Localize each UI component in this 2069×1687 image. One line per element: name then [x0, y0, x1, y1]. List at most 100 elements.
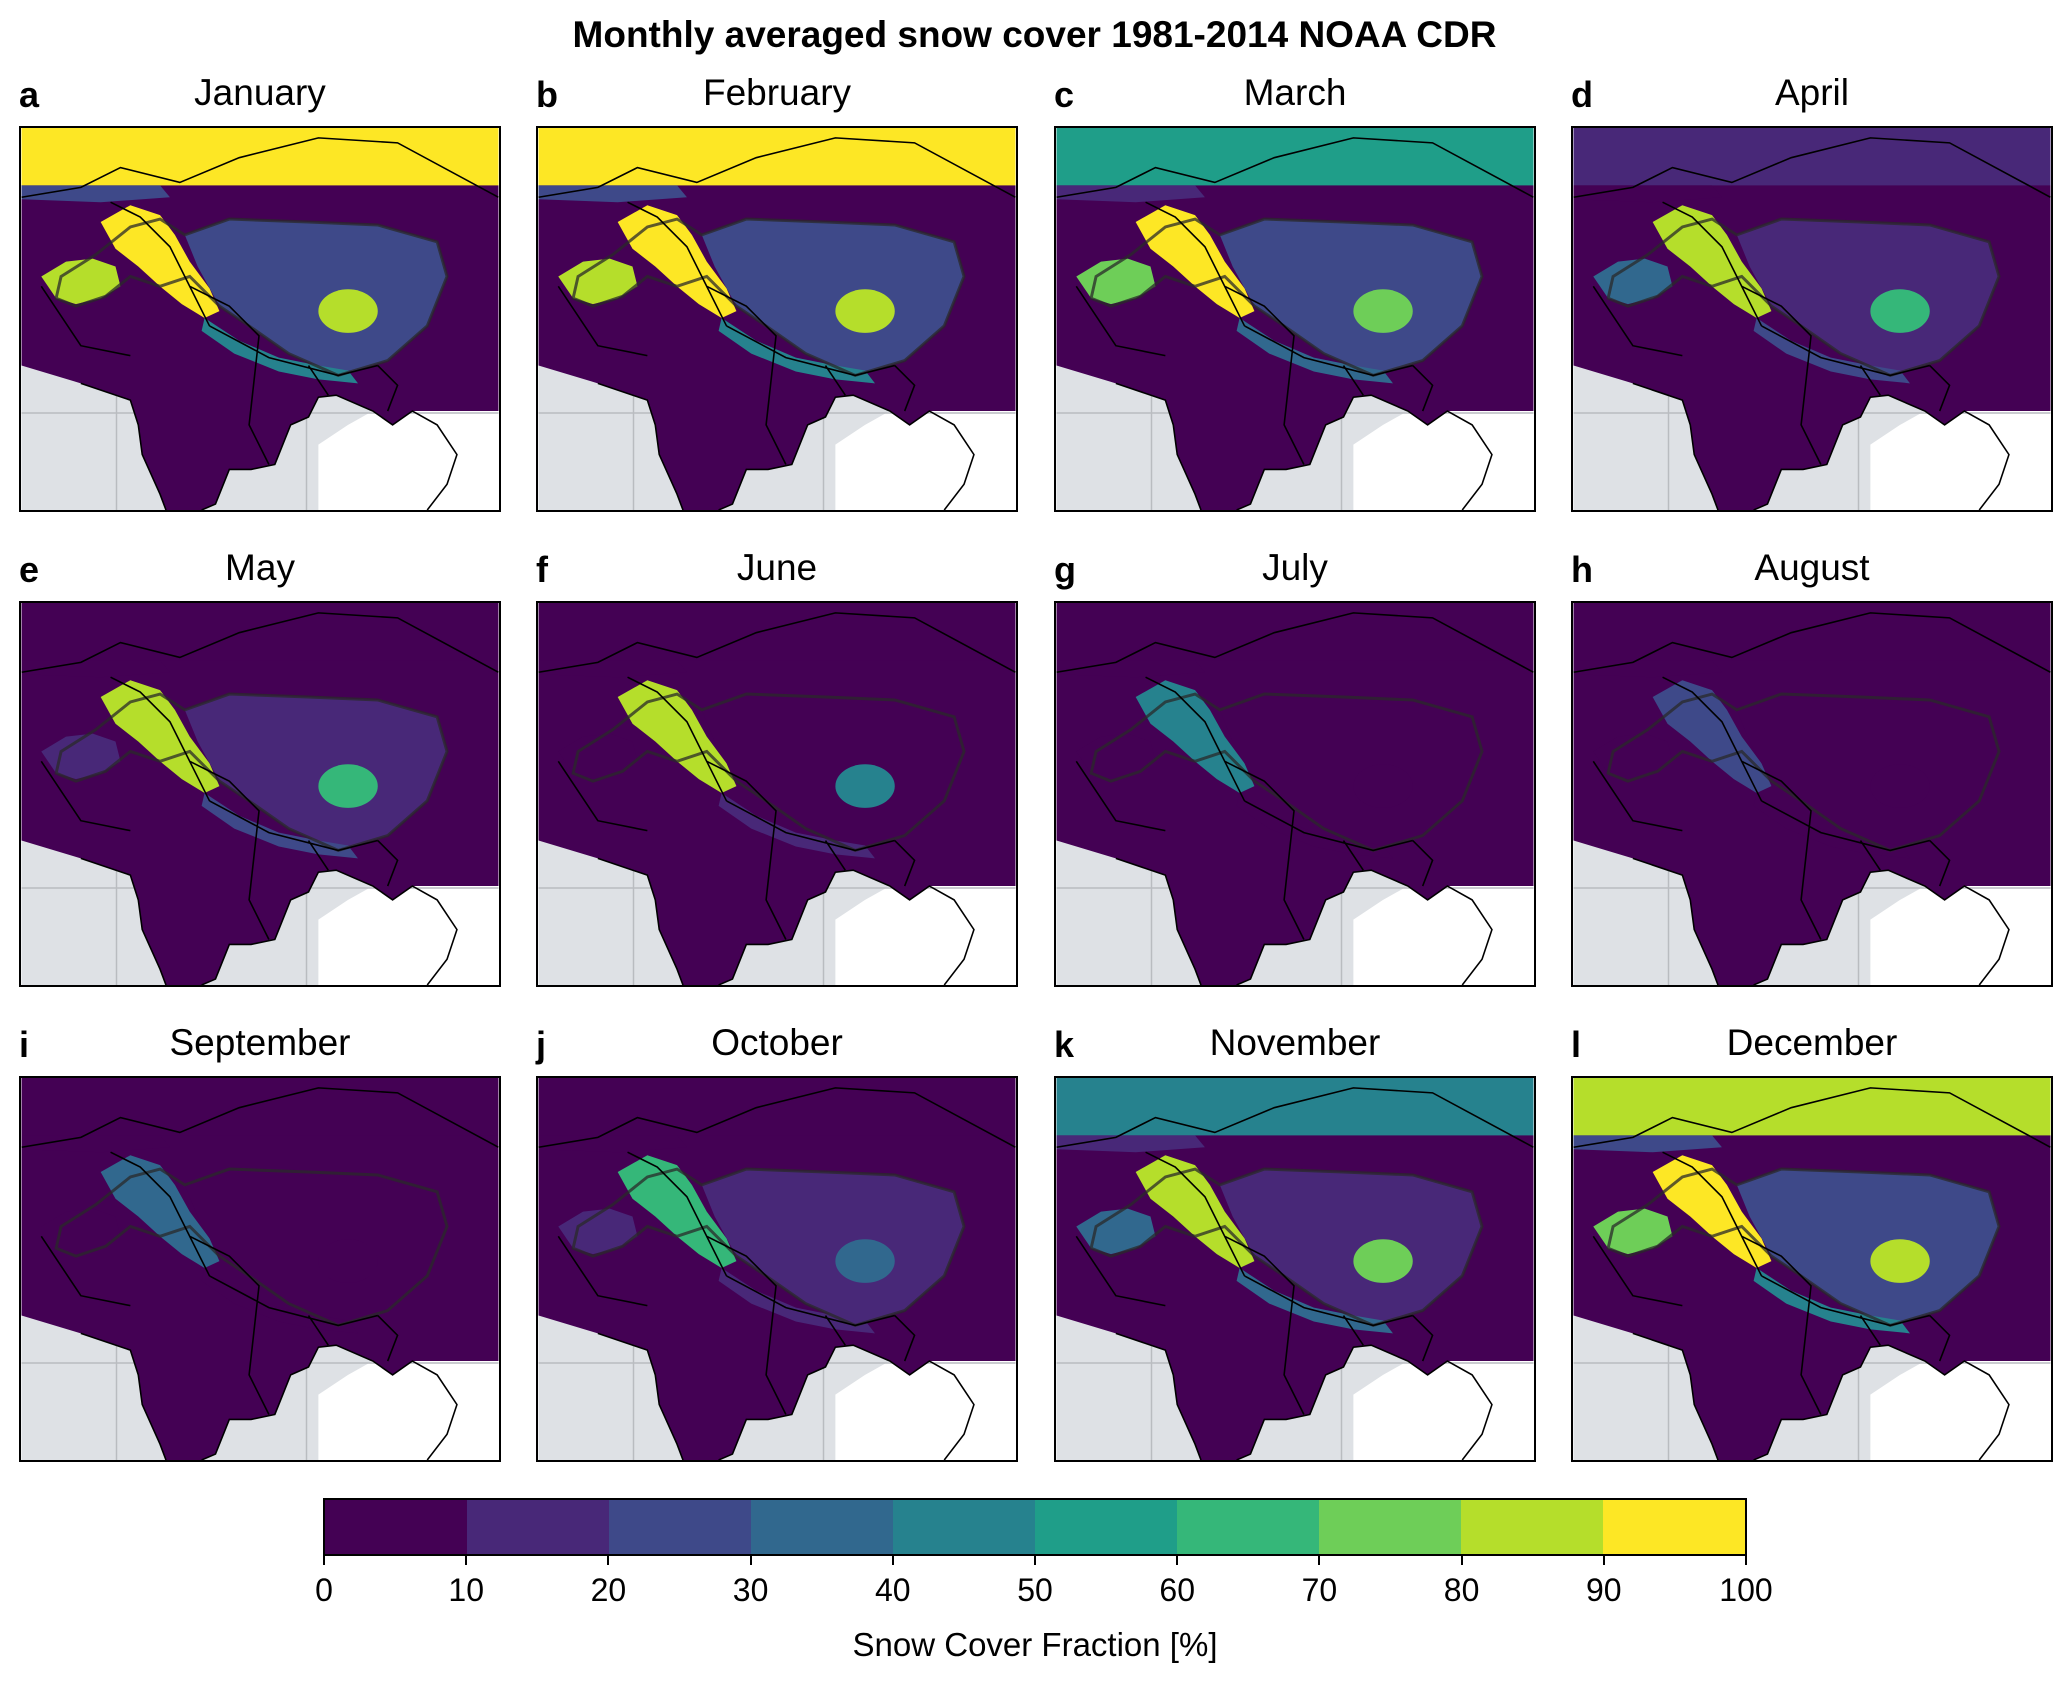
panel-letter: d: [1571, 74, 1593, 115]
region-north-band: [538, 603, 1016, 661]
panel-title: July: [1262, 547, 1328, 588]
map-panel-january: a January: [19, 72, 501, 512]
region-hindu-kush: [1593, 733, 1673, 780]
region-north-band: [21, 1078, 499, 1136]
region-hindu-kush: [1076, 258, 1156, 305]
panel-title: January: [194, 72, 326, 113]
country-borders: [538, 1087, 1016, 1415]
map-panel-february: b February: [536, 72, 1018, 512]
region-karakoram-himalaya-west: [617, 205, 737, 319]
region-north-band: [21, 128, 499, 186]
region-tibetan-plateau: [184, 1169, 448, 1326]
map-panel-march: c March: [1054, 72, 1536, 512]
region-hindu-kush: [1076, 733, 1156, 780]
snow-cover-map: [536, 126, 1018, 512]
snow-cover-map: [19, 601, 501, 987]
region-northwest-lowland: [1056, 660, 1205, 678]
region-hindu-kush: [41, 258, 121, 305]
coastline: [597, 1332, 975, 1460]
snow-cover-map: [1571, 1076, 2053, 1462]
colorbar-tick-label: 0: [315, 1572, 333, 1608]
colorbar-segment: [1603, 1500, 1745, 1554]
panel-title: August: [1754, 547, 1870, 588]
map-panel-may: e May: [19, 547, 501, 987]
region-northwest-lowland: [1573, 185, 1722, 203]
colorbar-tick-label: 70: [1301, 1572, 1338, 1608]
region-northwest-lowland: [538, 185, 687, 203]
elevation-contour: [54, 1167, 449, 1327]
region-tibetan-plateau: [701, 1169, 965, 1326]
masked-land: [1353, 886, 1534, 985]
country-borders: [1056, 612, 1534, 940]
coastline: [80, 382, 458, 510]
region-hindu-kush: [558, 733, 638, 780]
colorbar-tick: [607, 1556, 610, 1565]
masked-land: [1353, 1361, 1534, 1460]
region-north-band: [538, 1078, 1016, 1136]
region-northwest-lowland: [1056, 185, 1205, 203]
coastline: [597, 382, 975, 510]
snow-cover-map: [536, 1076, 1018, 1462]
region-tibetan-plateau: [184, 219, 448, 376]
country-borders: [1573, 612, 2051, 940]
snow-cover-map: [1054, 126, 1536, 512]
elevation-contour: [1606, 1167, 2001, 1327]
colorbar-tick-label: 50: [1017, 1572, 1053, 1608]
map-panel-july: g July: [1054, 547, 1536, 987]
region-karakoram-himalaya-west: [1135, 205, 1255, 319]
panel-letter: l: [1571, 1024, 1582, 1065]
region-karakoram-himalaya-west: [617, 680, 737, 794]
colorbar-tick-label: 40: [875, 1572, 911, 1608]
masked-land: [1870, 1361, 2051, 1460]
colorbar-tick-label: 30: [732, 1572, 769, 1608]
snow-cover-map: [19, 126, 501, 512]
region-north-band: [1573, 128, 2051, 186]
region-northwest-lowland: [21, 660, 170, 678]
colorbar: [323, 1498, 1747, 1556]
masked-land: [318, 886, 499, 985]
region-hindu-kush: [1076, 1208, 1156, 1255]
map-panel-august: h August: [1571, 547, 2053, 987]
country-borders: [1056, 1087, 1534, 1415]
region-tibetan-plateau: [1736, 694, 2000, 851]
colorbar-tick: [1460, 1556, 1463, 1565]
panel-letter: e: [19, 549, 40, 590]
panel-letter: a: [19, 74, 40, 115]
region-hindu-kush: [1593, 258, 1673, 305]
panel-title: September: [169, 1022, 351, 1063]
colorbar-segment: [1319, 1500, 1461, 1554]
country-borders: [21, 1087, 499, 1415]
masked-land: [1870, 886, 2051, 985]
region-southeast-tibet: [318, 764, 378, 808]
country-borders: [21, 137, 499, 465]
snow-cover-map: [1571, 601, 2053, 987]
panel-title: October: [711, 1022, 843, 1063]
coastline: [1632, 1332, 2010, 1460]
colorbar-tick: [323, 1556, 325, 1565]
region-north-band: [1056, 128, 1534, 186]
map-panel-april: d April: [1571, 72, 2053, 512]
country-borders: [538, 612, 1016, 940]
snow-cover-map: [1054, 601, 1536, 987]
region-north-band: [1056, 1078, 1534, 1136]
region-southeast-tibet: [1353, 289, 1413, 333]
colorbar-segment: [467, 1500, 609, 1554]
colorbar-segment: [751, 1500, 893, 1554]
masked-land: [1870, 411, 2051, 510]
panel-letter: f: [536, 549, 548, 590]
colorbar-segment: [893, 1500, 1035, 1554]
map-panel-september: i September: [19, 1022, 501, 1462]
region-northwest-lowland: [538, 1135, 687, 1153]
panel-letter: h: [1571, 549, 1593, 590]
region-karakoram-himalaya-west: [1135, 1155, 1255, 1269]
colorbar-tick: [1602, 1556, 1605, 1565]
elevation-contour: [1606, 692, 2001, 852]
colorbar-tick: [1034, 1556, 1036, 1565]
colorbar-segment: [325, 1500, 467, 1554]
snow-cover-map: [19, 1076, 501, 1462]
coastline: [1115, 382, 1493, 510]
panel-letter: i: [19, 1024, 30, 1065]
region-tibetan-plateau: [1219, 219, 1483, 376]
panel-letter: g: [1054, 549, 1076, 590]
elevation-contour: [571, 217, 966, 377]
